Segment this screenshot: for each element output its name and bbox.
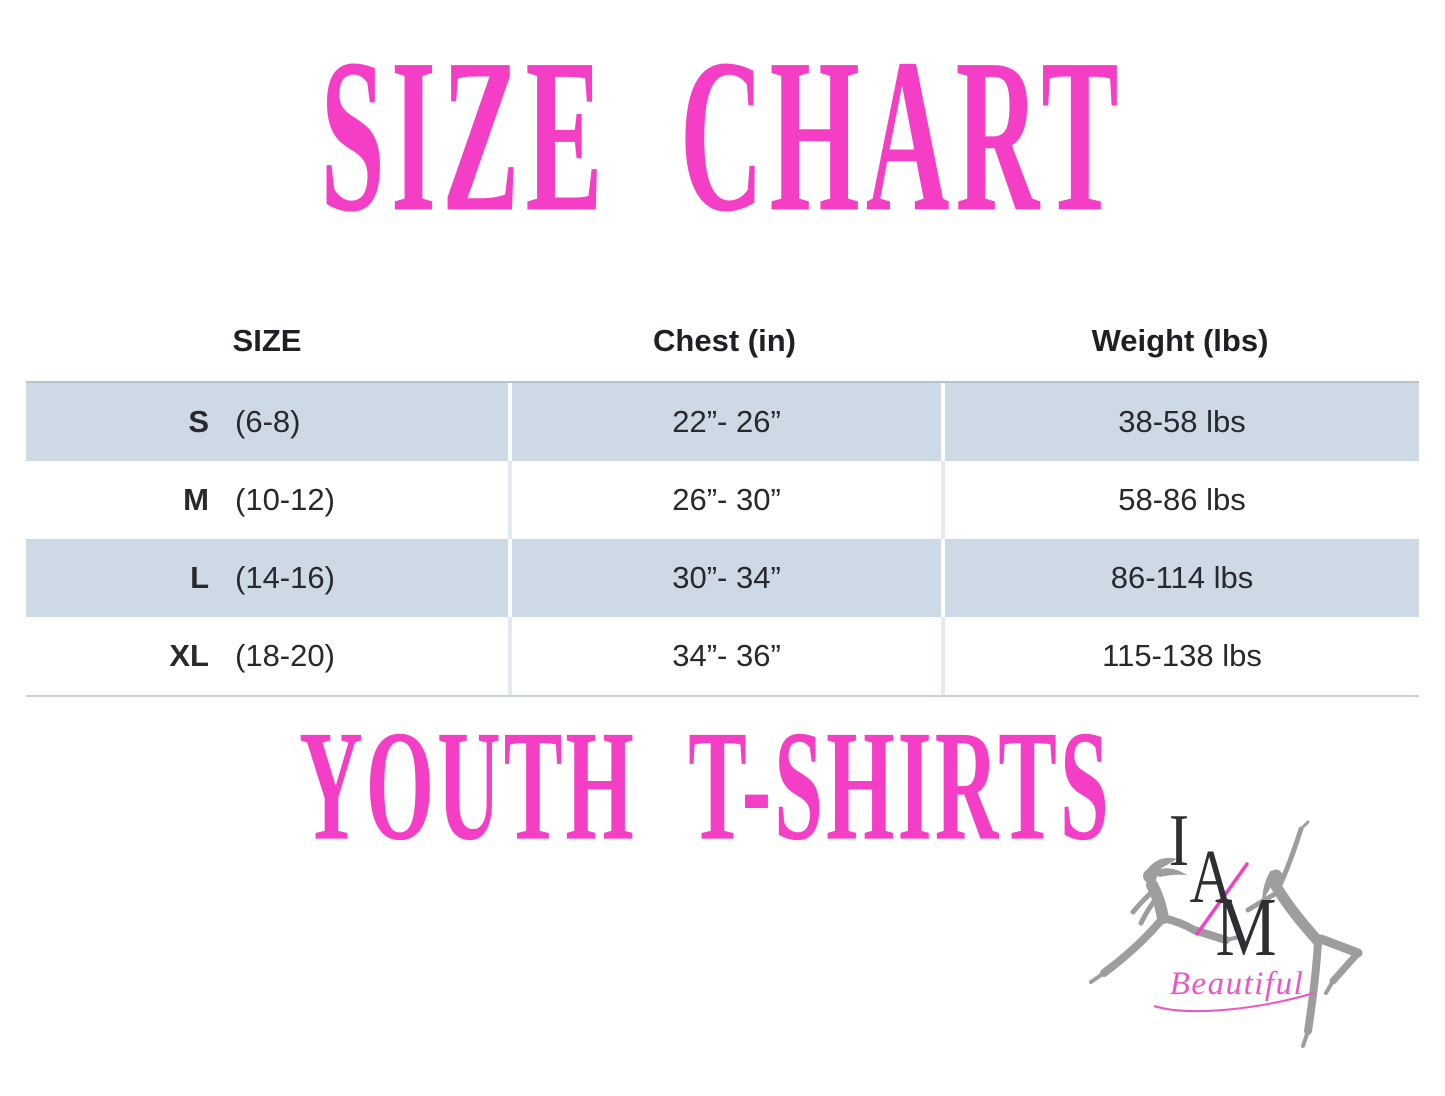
cell-chest: 34”- 36” — [508, 617, 941, 695]
column-header-chest: Chest (in) — [653, 322, 796, 358]
table-header-row: SIZE Chest (in) Weight (lbs) — [26, 300, 1419, 381]
page-title: SIZE CHART — [320, 15, 1125, 259]
size-range: (14-16) — [235, 560, 335, 595]
cell-size: S (6-8) — [26, 383, 508, 461]
size-range: (18-20) — [235, 638, 335, 673]
size-letter: XL — [169, 638, 209, 673]
brand-logo-art: I A M Beautiful — [1089, 810, 1363, 1048]
monogram-letter-i: I — [1169, 810, 1189, 881]
table-row-s: S (6-8) 22”- 26” 38-58 lbs — [26, 383, 1419, 461]
size-letter: L — [190, 560, 209, 595]
cell-size: L (14-16) — [26, 539, 508, 617]
table-row-xl: XL (18-20) 34”- 36” 115-138 lbs — [26, 617, 1419, 695]
monogram-slash-icon — [1195, 862, 1249, 936]
cell-size: XL (18-20) — [26, 617, 508, 695]
cell-chest: 22”- 26” — [508, 383, 941, 461]
column-header-weight: Weight (lbs) — [1091, 322, 1269, 358]
size-table: SIZE Chest (in) Weight (lbs) S (6-8) 22”… — [26, 300, 1419, 697]
cell-weight: 38-58 lbs — [941, 383, 1419, 461]
table-row-l: L (14-16) 30”- 34” 86-114 lbs — [26, 539, 1419, 617]
brand-script-text: Beautiful — [1170, 966, 1304, 1002]
table-body: S (6-8) 22”- 26” 38-58 lbs M (10-12) 26”… — [26, 381, 1419, 697]
cell-weight: 86-114 lbs — [941, 539, 1419, 617]
dancer-right-icon — [1245, 820, 1363, 1048]
size-range: (6-8) — [235, 404, 301, 439]
monogram-letter-m: M — [1215, 881, 1276, 974]
cell-weight: 58-86 lbs — [941, 461, 1419, 539]
page-subtitle: YOUTH T-SHIRTS — [299, 700, 1112, 875]
size-range: (10-12) — [235, 482, 335, 517]
column-header-size: SIZE — [232, 322, 302, 358]
table-row-m: M (10-12) 26”- 30” 58-86 lbs — [26, 461, 1419, 539]
cell-chest: 26”- 30” — [508, 461, 941, 539]
dancer-left-icon — [1089, 857, 1241, 984]
cell-chest: 30”- 34” — [508, 539, 941, 617]
script-underline-swash-icon — [1153, 992, 1315, 1013]
cell-weight: 115-138 lbs — [941, 617, 1419, 695]
monogram-letter-a: A — [1190, 834, 1233, 919]
size-letter: S — [188, 404, 209, 439]
size-letter: M — [183, 482, 209, 517]
brand-logo: I A M Beautiful — [1080, 810, 1425, 1070]
cell-size: M (10-12) — [26, 461, 508, 539]
